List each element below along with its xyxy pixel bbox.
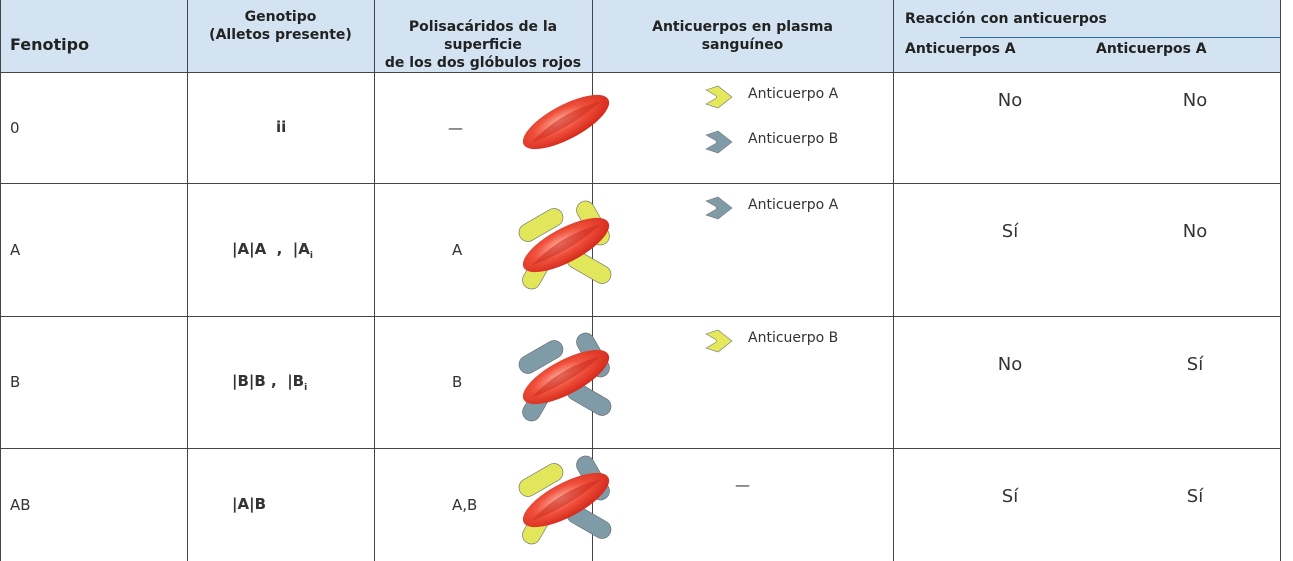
reaction: No bbox=[997, 354, 1023, 375]
row-line bbox=[0, 72, 1280, 73]
row-line bbox=[0, 183, 1280, 184]
fenotipo: 0 bbox=[10, 118, 20, 137]
red-cell bbox=[522, 94, 610, 150]
antibody-icon bbox=[705, 85, 733, 109]
fenotipo: B bbox=[10, 373, 21, 391]
header-fenotipo: Fenotipo bbox=[10, 35, 90, 54]
antibody-label: Anticuerpo A bbox=[748, 197, 839, 213]
header-bg bbox=[0, 0, 1280, 72]
reaction: Sí bbox=[1186, 486, 1204, 507]
text: de los dos glóbulos rojos bbox=[384, 55, 582, 71]
genotype-subscript: i bbox=[309, 250, 313, 261]
header-genotipo: Genotipo (Alletos presente) bbox=[187, 8, 374, 44]
genotipo: ii bbox=[276, 118, 286, 136]
fenotipo: AB bbox=[10, 495, 31, 514]
header-polisacaridos: Polisacáridos de la superficie de los dos… bbox=[374, 18, 592, 72]
header-rule bbox=[960, 37, 1280, 38]
text: (Alletos presente) bbox=[209, 27, 352, 43]
genotype-text: |A|B bbox=[232, 494, 266, 513]
genotype-text: ii bbox=[276, 117, 287, 136]
column-line bbox=[592, 0, 593, 561]
genotype-text: |B|B , |B bbox=[232, 372, 305, 390]
antibody-label: Anticuerpo B bbox=[748, 330, 839, 346]
column-line bbox=[187, 0, 188, 561]
genotype-text: |A|A , |A bbox=[232, 239, 310, 258]
header-reaccion-a: Anticuerpos A bbox=[905, 41, 1016, 57]
reaction: Sí bbox=[1186, 354, 1204, 375]
header-anticuerpos: Anticuerpos en plasma sanguíneo bbox=[592, 18, 893, 54]
antibody-label: Anticuerpo A bbox=[748, 86, 839, 102]
genotype-subscript: i bbox=[304, 383, 308, 393]
reaction: No bbox=[1182, 90, 1208, 111]
genotipo: |A|B bbox=[232, 495, 266, 513]
fenotipo: A bbox=[10, 240, 21, 259]
text: Polisacáridos de la superficie bbox=[408, 19, 558, 53]
header-reaccion: Reacción con anticuerpos bbox=[905, 11, 1107, 27]
column-line bbox=[0, 0, 1, 561]
text: Genotipo bbox=[244, 9, 317, 25]
antibody-none: — bbox=[735, 476, 750, 494]
reaction: No bbox=[1182, 221, 1208, 242]
reaction: No bbox=[997, 90, 1023, 111]
column-line bbox=[374, 0, 375, 561]
polisacaridos: — bbox=[448, 118, 463, 137]
column-line bbox=[893, 0, 894, 561]
antibody-icon bbox=[705, 130, 733, 154]
antibody-icon bbox=[705, 196, 733, 220]
genotipo: |B|B , |Bi bbox=[232, 372, 307, 393]
header-reaccion-b: Anticuerpos A bbox=[1096, 41, 1207, 57]
text: Anticuerpos en plasma bbox=[652, 19, 833, 35]
reaction: Sí bbox=[1001, 221, 1019, 242]
column-line bbox=[1280, 0, 1281, 561]
row-line bbox=[0, 448, 1280, 449]
red-cell bbox=[518, 455, 612, 544]
reaction: Sí bbox=[1001, 486, 1019, 507]
polisacaridos: A,B bbox=[452, 495, 478, 514]
polisacaridos: A bbox=[452, 240, 463, 259]
text: sanguíneo bbox=[701, 37, 784, 53]
genotipo: |A|A , |Ai bbox=[232, 240, 313, 261]
red-cell bbox=[518, 200, 612, 289]
red-cell bbox=[518, 332, 612, 422]
antibody-label: Anticuerpo B bbox=[748, 131, 839, 147]
row-line bbox=[0, 316, 1280, 317]
polisacaridos: B bbox=[452, 373, 463, 391]
antibody-icon bbox=[705, 329, 733, 353]
